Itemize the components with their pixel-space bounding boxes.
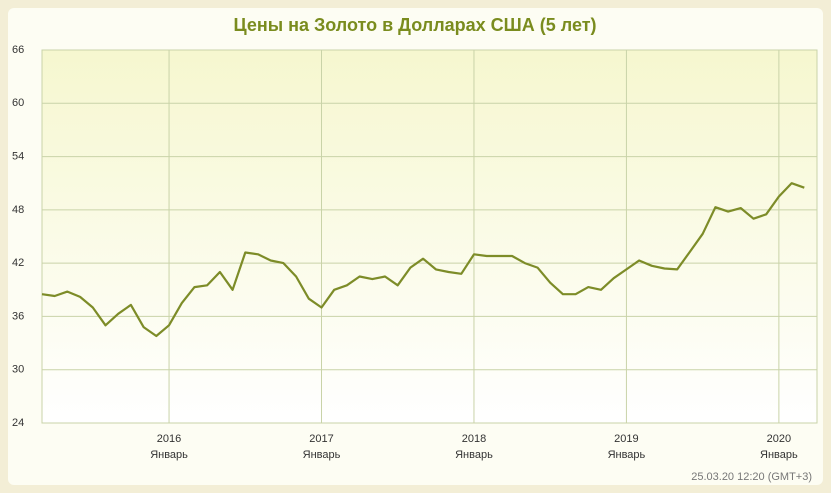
y-tick-label: 66: [12, 44, 24, 56]
y-tick-label: 36: [12, 310, 24, 322]
x-tick-label: 2016: [157, 433, 181, 445]
y-tick-label: 54: [12, 150, 24, 162]
y-tick-label: 24: [12, 417, 24, 429]
footnote: 25.03.20 12:20 (GMT+3): [691, 471, 812, 483]
x-tick-label: 2018: [462, 433, 486, 445]
plot-area: [41, 49, 818, 424]
x-tick-sublabel: Январь: [303, 449, 341, 461]
data-line: [41, 182, 805, 338]
y-tick-label: 48: [12, 204, 24, 216]
y-tick-label: 30: [12, 364, 24, 376]
y-tick-label: 60: [12, 97, 24, 109]
x-tick-label: 2020: [767, 433, 791, 445]
x-tick-sublabel: Январь: [760, 449, 798, 461]
x-tick-sublabel: Январь: [608, 449, 646, 461]
x-tick-sublabel: Январь: [455, 449, 493, 461]
chart-title: Цены на Золото в Долларах США (5 лет): [233, 15, 596, 35]
x-tick-label: 2017: [309, 433, 333, 445]
x-tick-sublabel: Январь: [150, 449, 188, 461]
x-tick-label: 2019: [614, 433, 638, 445]
y-tick-label: 42: [12, 257, 24, 269]
